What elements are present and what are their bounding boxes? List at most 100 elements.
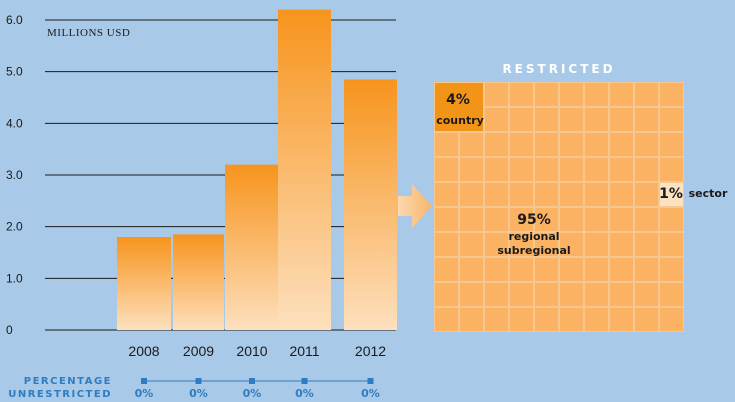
arrow-shape <box>398 184 432 228</box>
pct-marker <box>141 378 147 384</box>
waffle-cell-regional <box>535 183 558 206</box>
waffle-cell-regional <box>510 133 533 156</box>
waffle-cell-regional <box>660 208 683 231</box>
waffle-cell-regional <box>460 208 483 231</box>
waffle-cell-regional <box>660 108 683 131</box>
pct-marker <box>301 378 308 384</box>
waffle-cell-regional <box>460 233 483 256</box>
waffle-cell-regional <box>485 308 508 331</box>
x-category-labels: 2008 2009 2010 2011 2012 <box>128 343 386 359</box>
waffle-cell-regional <box>585 158 608 181</box>
waffle-cell-regional <box>610 208 633 231</box>
y-tick-label: 4.0 <box>6 116 23 130</box>
restricted-title: RESTRICTED <box>502 62 615 76</box>
pct-value-2011: 0% <box>295 387 314 400</box>
waffle-cell-regional <box>535 83 558 106</box>
waffle-cell-regional <box>460 133 483 156</box>
country-label: country <box>436 114 484 127</box>
waffle-cell-regional <box>435 233 458 256</box>
waffle-cell-regional <box>535 258 558 281</box>
regional-label: regional <box>508 230 559 243</box>
bar-2008 <box>117 237 171 330</box>
waffle-grid <box>434 82 684 332</box>
waffle-cell-regional <box>510 258 533 281</box>
bar-2011 <box>278 9 331 331</box>
y-tick-label: 0 <box>6 323 13 337</box>
pct-value-2012: 0% <box>361 387 380 400</box>
waffle-cell-regional <box>635 158 658 181</box>
waffle-cell-regional <box>660 233 683 256</box>
waffle-cell-regional <box>535 108 558 131</box>
y-tick-label: 2.0 <box>6 220 23 234</box>
waffle-cell-regional <box>635 308 658 331</box>
waffle-cell-regional <box>560 258 583 281</box>
pct-value-2009: 0% <box>189 387 208 400</box>
waffle-cell-regional <box>610 258 633 281</box>
waffle-cell-regional <box>485 133 508 156</box>
waffle-cell-regional <box>560 208 583 231</box>
waffle-cell-regional <box>660 258 683 281</box>
waffle-cell-regional <box>460 158 483 181</box>
waffle-cell-regional <box>610 183 633 206</box>
waffle-cell-regional <box>610 233 633 256</box>
bar-2012 <box>344 79 397 331</box>
pct-value-2008: 0% <box>135 387 154 400</box>
waffle-cell-regional <box>485 233 508 256</box>
waffle-cell-regional <box>460 258 483 281</box>
waffle-country-block <box>435 83 483 131</box>
waffle-cell-regional <box>610 83 633 106</box>
waffle-cell-regional <box>635 83 658 106</box>
waffle-cell-regional <box>435 183 458 206</box>
waffle-cell-regional <box>485 208 508 231</box>
waffle-cell-regional <box>560 183 583 206</box>
y-tick-labels: 0 1.0 2.0 3.0 4.0 5.0 6.0 <box>6 13 23 337</box>
waffle-cell-regional <box>660 133 683 156</box>
x-label-2010: 2010 <box>236 343 267 359</box>
waffle-labels: 4% country 95% regional subregional 1% s… <box>436 92 728 257</box>
waffle-cell-regional <box>485 258 508 281</box>
waffle-cell-regional <box>560 108 583 131</box>
waffle-cell-regional <box>535 283 558 306</box>
waffle-cell-regional <box>510 158 533 181</box>
y-tick-label: 1.0 <box>6 271 23 285</box>
waffle-cell-regional <box>510 308 533 331</box>
waffle-cell-regional <box>660 283 683 306</box>
waffle-cell-regional <box>560 283 583 306</box>
waffle-cell-regional <box>585 208 608 231</box>
waffle-cell-regional <box>660 308 683 331</box>
x-label-2011: 2011 <box>289 343 319 359</box>
waffle-cell-regional <box>610 283 633 306</box>
sector-label: sector <box>689 187 728 200</box>
waffle-cell-regional <box>510 208 533 231</box>
gridlines <box>45 19 396 331</box>
waffle-cell-regional <box>585 258 608 281</box>
waffle-cell-regional <box>585 233 608 256</box>
y-axis-unit-label: MILLIONS USD <box>47 27 130 39</box>
waffle-cell-regional <box>610 108 633 131</box>
waffle-cell-regional <box>510 108 533 131</box>
waffle-cell-regional <box>435 158 458 181</box>
x-label-2012: 2012 <box>355 343 386 359</box>
waffle-cell-regional <box>560 83 583 106</box>
y-tick-label: 6.0 <box>6 13 23 27</box>
y-tick-label: 5.0 <box>6 65 23 79</box>
waffle-cell-regional <box>535 308 558 331</box>
waffle-cell-regional <box>610 133 633 156</box>
waffle-cell-regional <box>585 308 608 331</box>
waffle-cell-regional <box>485 108 508 131</box>
waffle-cell-regional <box>435 258 458 281</box>
regional-pct-label: 95% <box>517 212 551 228</box>
waffle-cell-regional <box>435 308 458 331</box>
waffle-cell-regional <box>660 83 683 106</box>
waffle-cell-regional <box>485 283 508 306</box>
waffle-cell-regional <box>585 108 608 131</box>
waffle-cell-regional <box>585 83 608 106</box>
waffle-cell-regional <box>560 158 583 181</box>
waffle-cell-regional <box>485 83 508 106</box>
waffle-cell-regional <box>585 283 608 306</box>
waffle-cell-regional <box>560 308 583 331</box>
pct-marker <box>195 378 202 384</box>
waffle-cell-regional <box>635 183 658 206</box>
waffle-cell-regional <box>510 183 533 206</box>
